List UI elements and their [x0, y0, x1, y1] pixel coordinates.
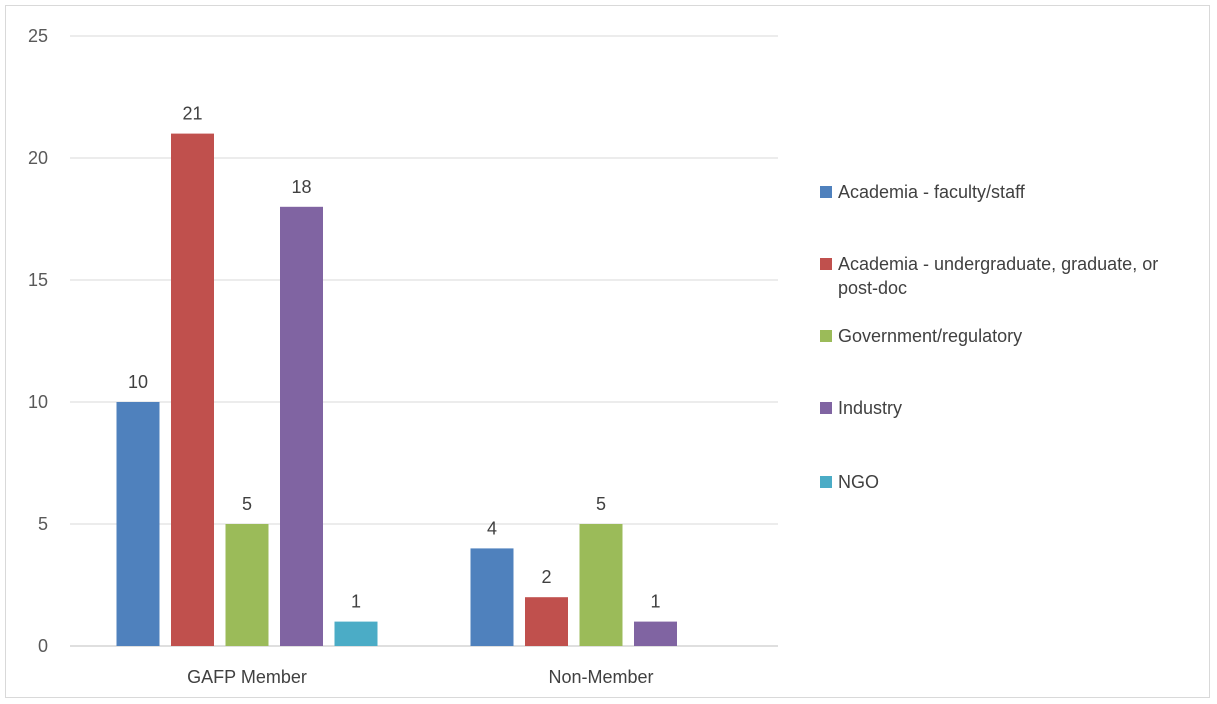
data-label: 1	[351, 592, 361, 612]
y-tick-label: 5	[38, 514, 48, 534]
y-tick-label: 25	[28, 26, 48, 46]
x-category-label: Non-Member	[548, 667, 653, 687]
bar	[579, 524, 623, 646]
legend-swatch	[820, 330, 832, 342]
bar	[116, 402, 160, 646]
y-tick-label: 15	[28, 270, 48, 290]
bar	[334, 621, 378, 646]
bars	[116, 133, 677, 647]
data-label: 5	[242, 494, 252, 514]
legend-entry: Industry	[838, 398, 902, 418]
data-label: 2	[541, 567, 551, 587]
legend-swatch	[820, 402, 832, 414]
bar	[525, 597, 568, 646]
data-label: 5	[596, 494, 606, 514]
legend: Academia - faculty/staff Academia - under…	[820, 182, 1158, 492]
data-label: 21	[182, 104, 202, 124]
legend-entry: Academia - undergraduate, graduate, or po…	[838, 254, 1158, 298]
legend-swatch	[820, 186, 832, 198]
legend-entry: Government/regulatory	[838, 326, 1022, 346]
y-tick-label: 20	[28, 148, 48, 168]
legend-swatch	[820, 476, 832, 488]
y-axis: 0 5 10 15 20 25	[28, 26, 48, 656]
data-label: 18	[291, 177, 311, 197]
bar	[225, 524, 269, 646]
legend-entry: NGO	[838, 472, 879, 492]
legend-swatch	[820, 258, 832, 270]
bar	[280, 206, 323, 647]
x-axis: GAFP Member Non-Member	[187, 667, 653, 687]
bar	[634, 621, 677, 646]
x-category-label: GAFP Member	[187, 667, 307, 687]
legend-entry: Academia - faculty/staff	[838, 182, 1026, 202]
bar	[171, 133, 214, 647]
data-labels: 10 21 5 18 1 4 2 5 1	[128, 104, 661, 612]
bar	[470, 548, 514, 646]
data-label: 10	[128, 372, 148, 392]
y-tick-label: 0	[38, 636, 48, 656]
data-label: 4	[487, 518, 497, 538]
y-tick-label: 10	[28, 392, 48, 412]
data-label: 1	[650, 592, 660, 612]
